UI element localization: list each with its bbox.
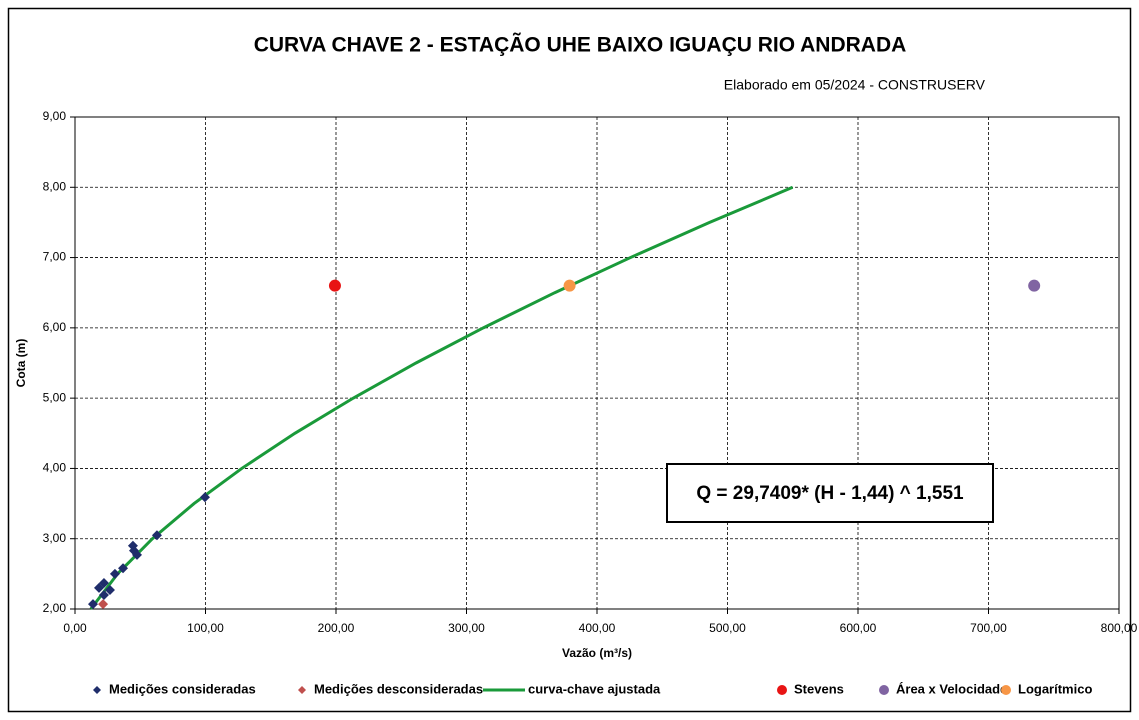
legend-marker bbox=[1001, 685, 1011, 695]
diamond-marker bbox=[109, 568, 120, 579]
y-tick-label: 6,00 bbox=[43, 320, 67, 334]
x-axis-label: Vazão (m³/s) bbox=[562, 646, 632, 660]
y-tick-label: 3,00 bbox=[43, 531, 67, 545]
y-tick-label: 7,00 bbox=[43, 250, 67, 264]
legend-label: Medições consideradas bbox=[109, 681, 256, 696]
circle-marker bbox=[1028, 279, 1041, 292]
legend-label: Medições desconsideradas bbox=[314, 681, 483, 696]
chart-subtitle: Elaborado em 05/2024 - CONSTRUSERV bbox=[724, 77, 986, 93]
chart-frame bbox=[7, 7, 1132, 713]
diamond-marker bbox=[98, 589, 109, 600]
x-tick-label: 200,00 bbox=[318, 621, 355, 635]
diamond-marker bbox=[151, 530, 162, 541]
x-tick-label: 400,00 bbox=[579, 621, 616, 635]
x-tick-label: 500,00 bbox=[709, 621, 746, 635]
y-tick-label: 5,00 bbox=[43, 390, 67, 404]
plot-area bbox=[74, 116, 1120, 610]
diamond-marker bbox=[131, 549, 142, 560]
fitted-curve bbox=[89, 185, 794, 610]
legend-label: Área x Velocidade bbox=[896, 681, 1007, 696]
legend-marker bbox=[777, 685, 787, 695]
circle-marker bbox=[563, 279, 576, 292]
diamond-marker bbox=[98, 577, 109, 588]
y-tick-label: 9,00 bbox=[43, 109, 67, 123]
y-tick-label: 4,00 bbox=[43, 461, 67, 475]
diamond-marker bbox=[199, 492, 210, 503]
x-tick-label: 100,00 bbox=[187, 621, 224, 635]
legend-marker bbox=[879, 685, 889, 695]
x-tick-label: 800,00 bbox=[1101, 621, 1138, 635]
x-tick-label: 300,00 bbox=[448, 621, 485, 635]
diamond-marker bbox=[104, 585, 115, 596]
x-tick-label: 600,00 bbox=[840, 621, 877, 635]
legend-label: Stevens bbox=[794, 681, 844, 696]
legend-label: curva-chave ajustada bbox=[528, 681, 661, 696]
legend-marker bbox=[298, 686, 306, 694]
diamond-marker bbox=[118, 563, 129, 574]
legend-label: Logarítmico bbox=[1018, 681, 1092, 696]
legend-marker bbox=[93, 686, 101, 694]
annotation: Q = 29,7409* (H - 1,44) ^ 1,551 bbox=[696, 483, 964, 504]
y-axis-label: Cota (m) bbox=[14, 339, 28, 388]
y-tick-label: 8,00 bbox=[43, 179, 67, 193]
circle-marker bbox=[328, 279, 341, 292]
diamond-marker bbox=[98, 599, 109, 610]
diamond-marker bbox=[88, 599, 99, 610]
x-tick-label: 0,00 bbox=[63, 621, 87, 635]
y-tick-label: 2,00 bbox=[43, 601, 67, 615]
annotation-box bbox=[666, 463, 994, 523]
chart-title: CURVA CHAVE 2 - ESTAÇÃO UHE BAIXO IGUAÇU… bbox=[254, 34, 907, 57]
x-tick-label: 700,00 bbox=[970, 621, 1007, 635]
